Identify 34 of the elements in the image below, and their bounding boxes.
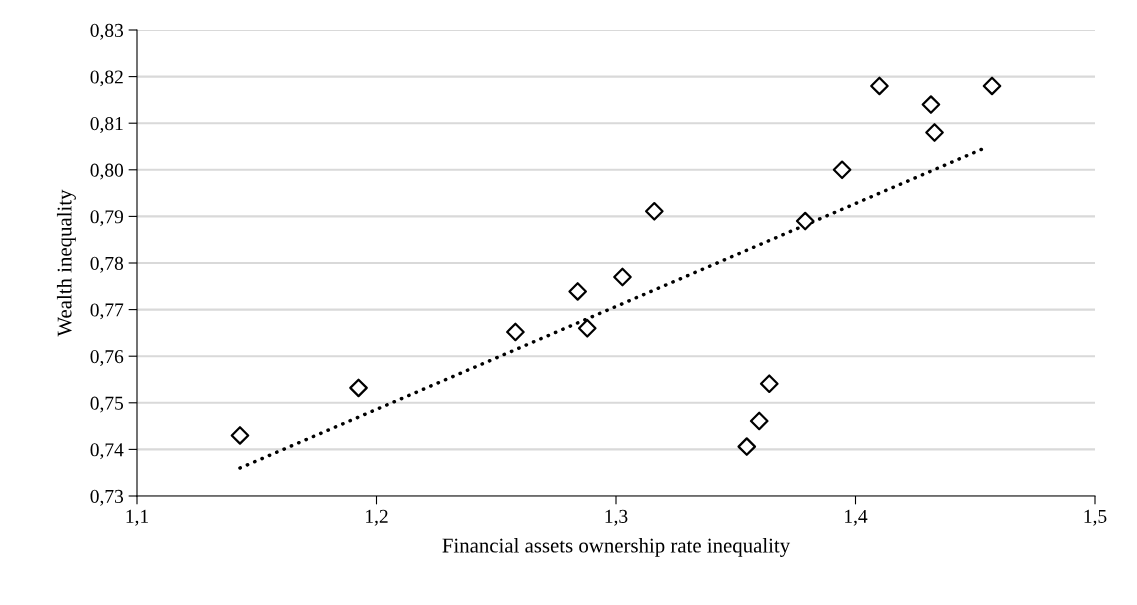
point (644, 201, 664, 221)
point (982, 76, 1002, 96)
point (832, 160, 852, 180)
point (577, 318, 597, 338)
y-tick-label: 0,83 (90, 23, 124, 40)
point (737, 437, 757, 456)
y-tick-label: 0,82 (90, 70, 123, 87)
x-tick-label: 1,3 (605, 509, 628, 526)
y-tick-label: 0,73 (90, 489, 124, 506)
y-tick-label: 0,74 (90, 443, 124, 460)
y-tick-label: 0,75 (90, 396, 124, 413)
x-tick-label: 1,5 (1084, 509, 1107, 526)
y-tick-label: 0,76 (90, 350, 124, 366)
y-axis-title: Wealth inequality (56, 189, 76, 337)
y-tick-label: 0,80 (90, 163, 124, 180)
point (568, 282, 588, 301)
point (506, 322, 525, 342)
y-tick-label: 0,81 (90, 117, 123, 133)
y-tick-label: 0,79 (90, 210, 124, 227)
x-tick-label: 1,2 (366, 509, 388, 526)
point (230, 426, 250, 445)
point (749, 411, 769, 431)
x-tick-label: 1,4 (845, 509, 868, 526)
y-tick-label: 0,78 (90, 256, 124, 273)
point (921, 95, 941, 114)
point (870, 76, 889, 96)
point (349, 378, 368, 398)
y-tick-label: 0,77 (90, 303, 124, 320)
x-tick-label: 1,1 (126, 509, 148, 526)
x-axis-title: Financial assets ownership rate inequality (442, 537, 791, 557)
point (795, 211, 815, 231)
point (613, 267, 632, 287)
point (759, 374, 779, 394)
point (925, 123, 944, 142)
